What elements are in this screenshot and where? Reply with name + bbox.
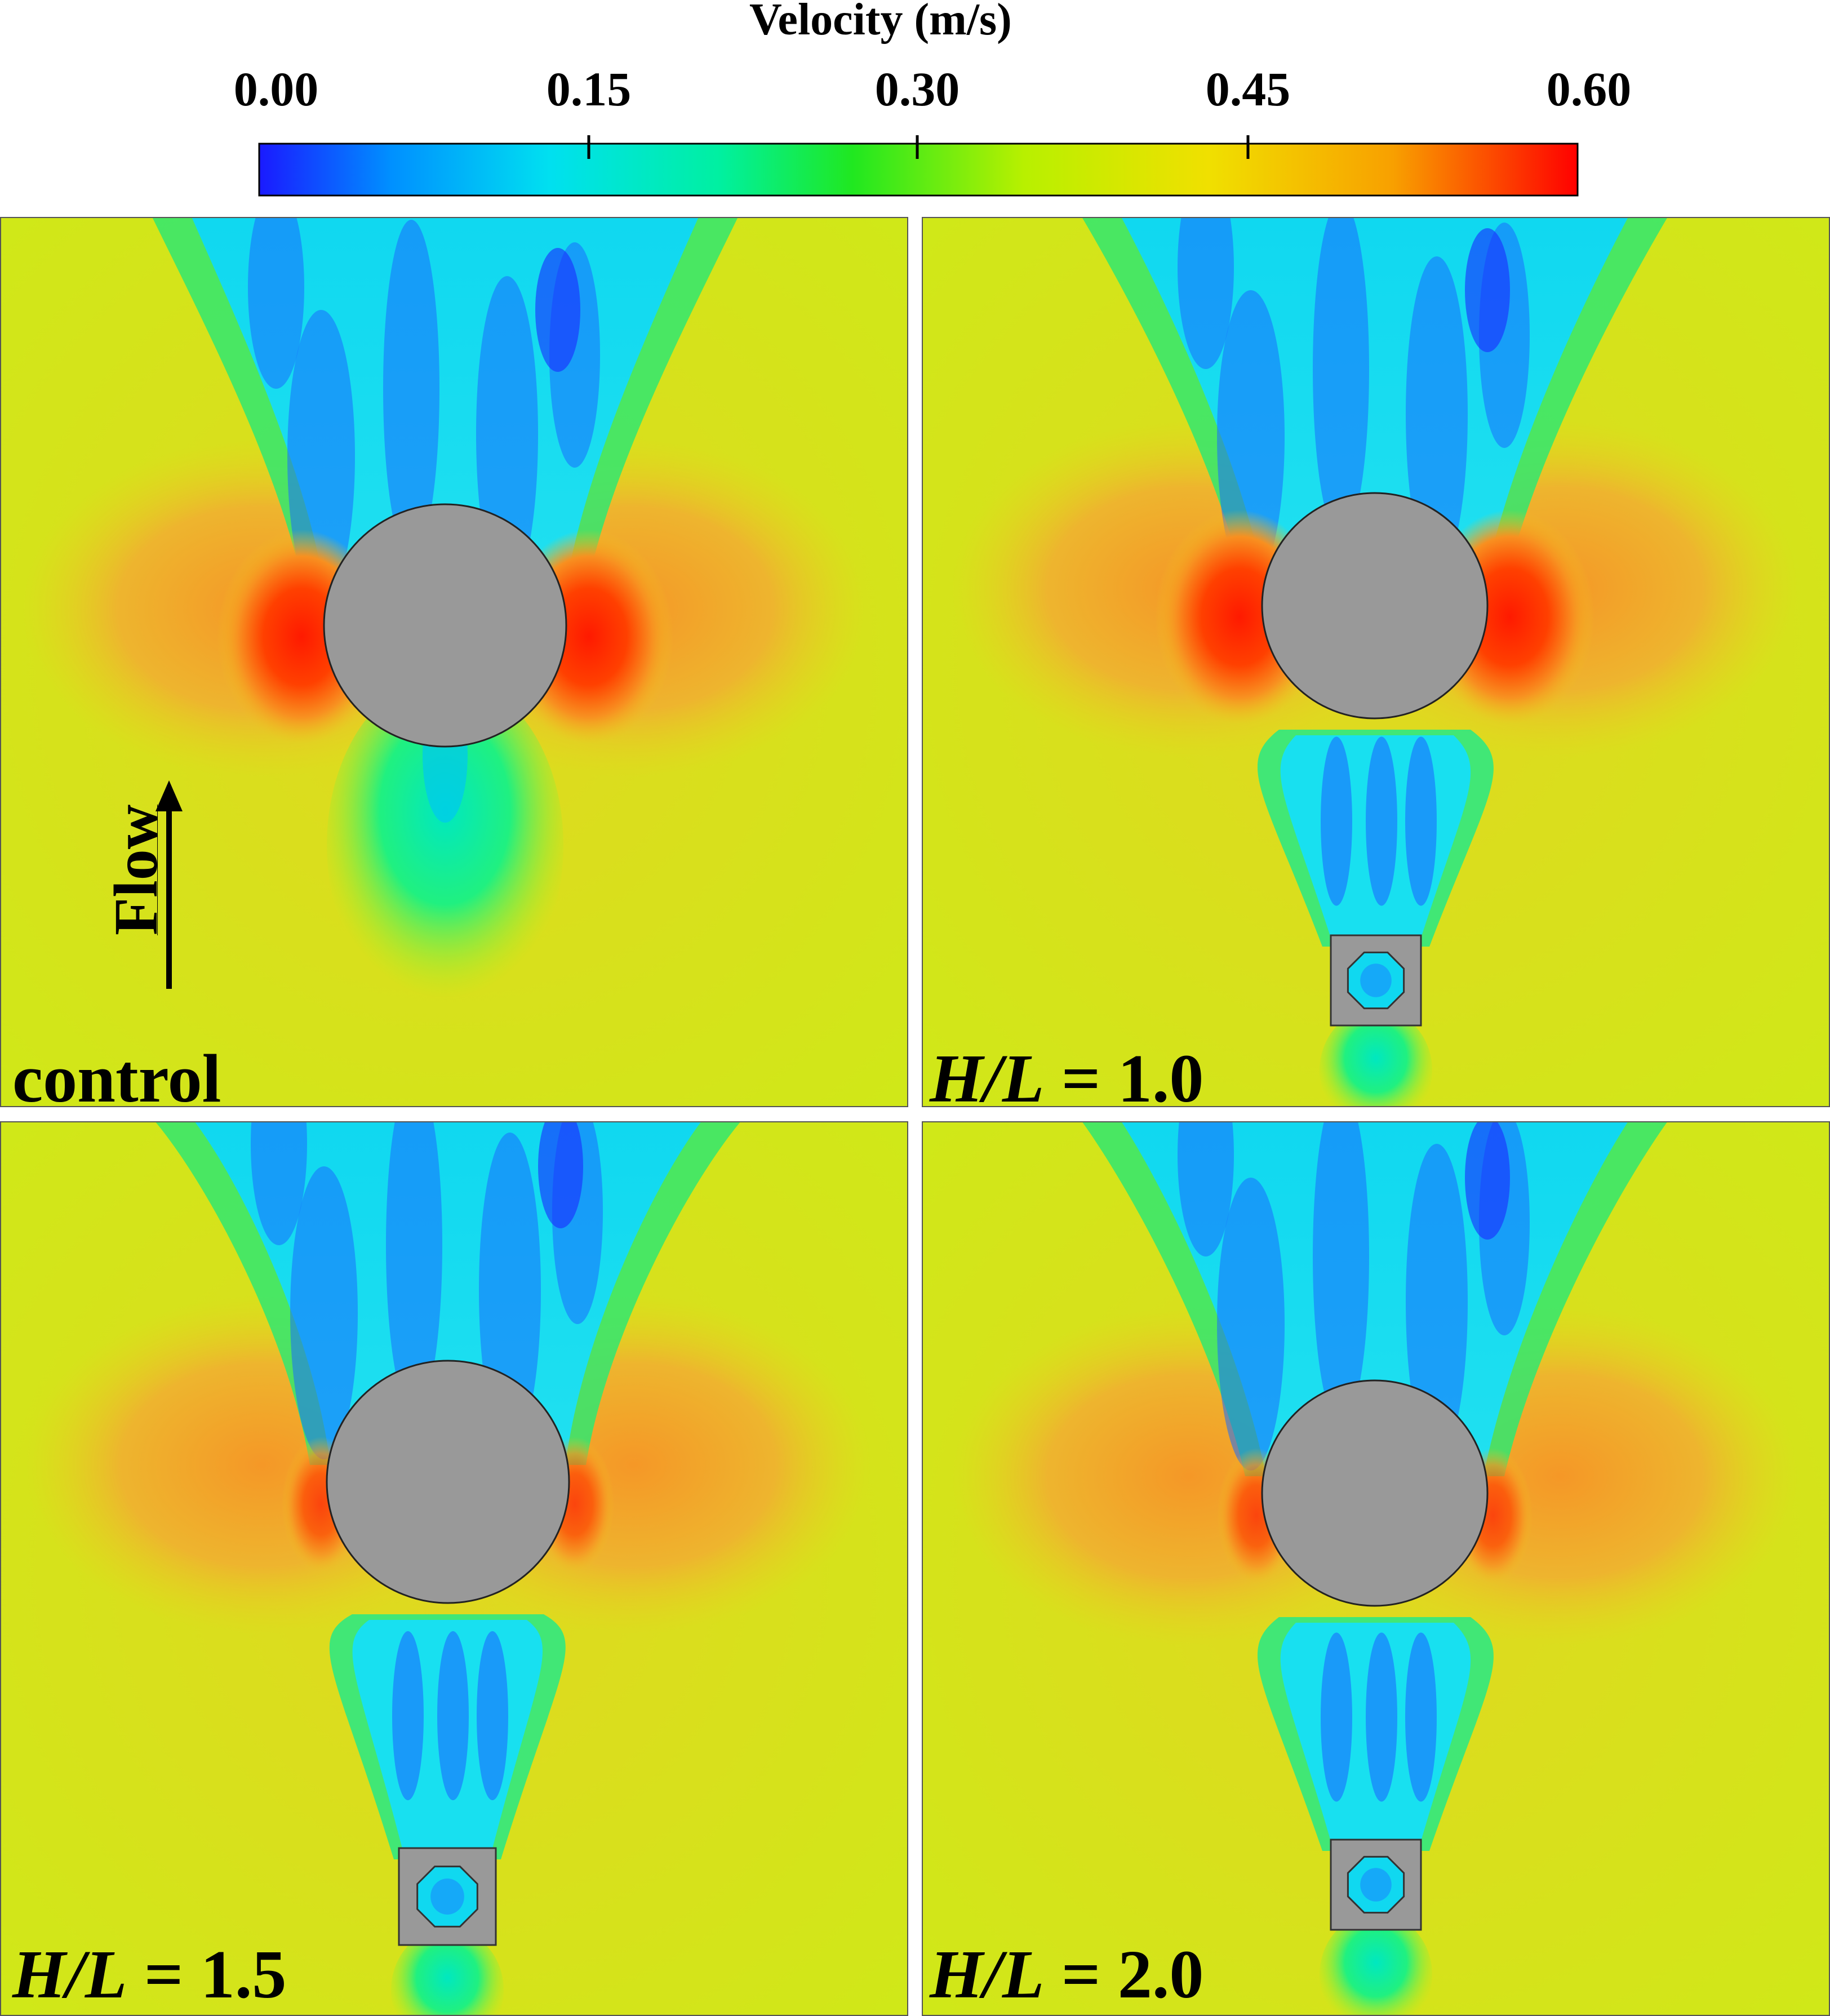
vortex-streak — [1217, 1178, 1285, 1471]
panel-label-h: H — [930, 1041, 983, 1117]
panel-label-hl-2-0: H/L = 2.0 — [930, 1935, 1203, 2014]
vortex-streak — [290, 1166, 358, 1459]
stagnation-zone — [327, 676, 563, 1014]
opening-vortex — [430, 1879, 464, 1915]
panel-label-h: H — [12, 1937, 66, 2013]
colorbar-tick-label: 0.00 — [233, 62, 319, 116]
panel-label-l: L — [1002, 1937, 1045, 2013]
opening-vortex — [1360, 963, 1392, 997]
flow-direction-label: Flow — [101, 804, 170, 935]
gap-vortex-streak — [477, 1631, 508, 1800]
panel-border — [0, 1121, 908, 2016]
panel-label-value: = 2.0 — [1044, 1937, 1204, 2013]
panel-label-sep: / — [65, 1937, 85, 2013]
panel-border — [0, 217, 908, 1107]
panel-label-h: H — [930, 1937, 983, 2013]
vortex-streak — [1406, 1144, 1468, 1459]
panel-label-l: L — [85, 1937, 127, 2013]
panel-label-sep: / — [983, 1041, 1002, 1117]
panel-control — [0, 217, 908, 1107]
panel-hl-2-0 — [922, 1121, 1830, 2016]
vortex-core — [535, 248, 580, 372]
colorbar-tick-label: 0.60 — [1546, 62, 1632, 116]
colorbar-tick-label: 0.45 — [1205, 62, 1291, 116]
vortex-streak — [1217, 290, 1285, 583]
vortex-streak — [248, 217, 304, 389]
gap-vortex-streak — [437, 1631, 469, 1800]
vortex-streak — [1178, 217, 1234, 369]
cylinder — [1261, 492, 1489, 720]
box-stagnation-zone — [1320, 1009, 1432, 1107]
vortex-core — [538, 1121, 583, 1228]
cylinder — [323, 503, 567, 748]
vortex-streak — [1406, 256, 1468, 572]
vortex-streak — [1313, 217, 1369, 538]
colorbar: Velocity (m/s) 0.00 0.15 0.30 0.45 0.60 — [0, 0, 1830, 208]
flow-arrow-head — [156, 780, 183, 811]
panel-hl-1-5 — [0, 1121, 908, 2016]
panel-hl-1-0 — [922, 217, 1830, 1107]
panel-border — [922, 1121, 1830, 2016]
vortex-streak — [383, 220, 439, 558]
panel-label-value: = 1.0 — [1044, 1041, 1204, 1117]
gap-vortex-streak — [1366, 736, 1397, 906]
colorbar-title: Velocity (m/s) — [749, 0, 1012, 45]
panel-border — [922, 217, 1830, 1107]
gap-vortex-streak — [392, 1631, 424, 1800]
gap-vortex-streak — [1366, 1632, 1397, 1802]
vortex-core — [1465, 1121, 1510, 1240]
vortex-streak — [287, 310, 355, 603]
gap-vortex-streak — [1321, 736, 1352, 906]
vortex-core — [1465, 228, 1510, 352]
panel-label-l: L — [1002, 1041, 1045, 1117]
panel-label-text: control — [12, 1041, 221, 1117]
cylinder — [1261, 1379, 1489, 1607]
gap-vortex-streak — [1321, 1632, 1352, 1802]
gap-vortex-streak — [1405, 1632, 1437, 1802]
vortex-streak — [1313, 1121, 1369, 1426]
vortex-streak — [386, 1121, 442, 1414]
panel-label-value: = 1.5 — [127, 1937, 287, 2013]
colorbar-tick-label: 0.30 — [874, 62, 960, 116]
colorbar-tick-label: 0.15 — [546, 62, 632, 116]
gap-vortex-streak — [1405, 736, 1437, 906]
panel-label-sep: / — [983, 1937, 1002, 2013]
colorbar-graphic — [258, 135, 1579, 197]
panel-label-hl-1-5: H/L = 1.5 — [12, 1935, 286, 2014]
vortex-streak — [1178, 1121, 1234, 1256]
opening-vortex — [1360, 1868, 1392, 1902]
panel-label-control: control — [12, 1040, 221, 1118]
box-stagnation-zone — [391, 1928, 504, 2016]
cylinder — [326, 1360, 570, 1604]
panel-label-hl-1-0: H/L = 1.0 — [930, 1040, 1203, 1118]
box-stagnation-zone — [1320, 1913, 1432, 2016]
vortex-streak — [251, 1121, 307, 1245]
